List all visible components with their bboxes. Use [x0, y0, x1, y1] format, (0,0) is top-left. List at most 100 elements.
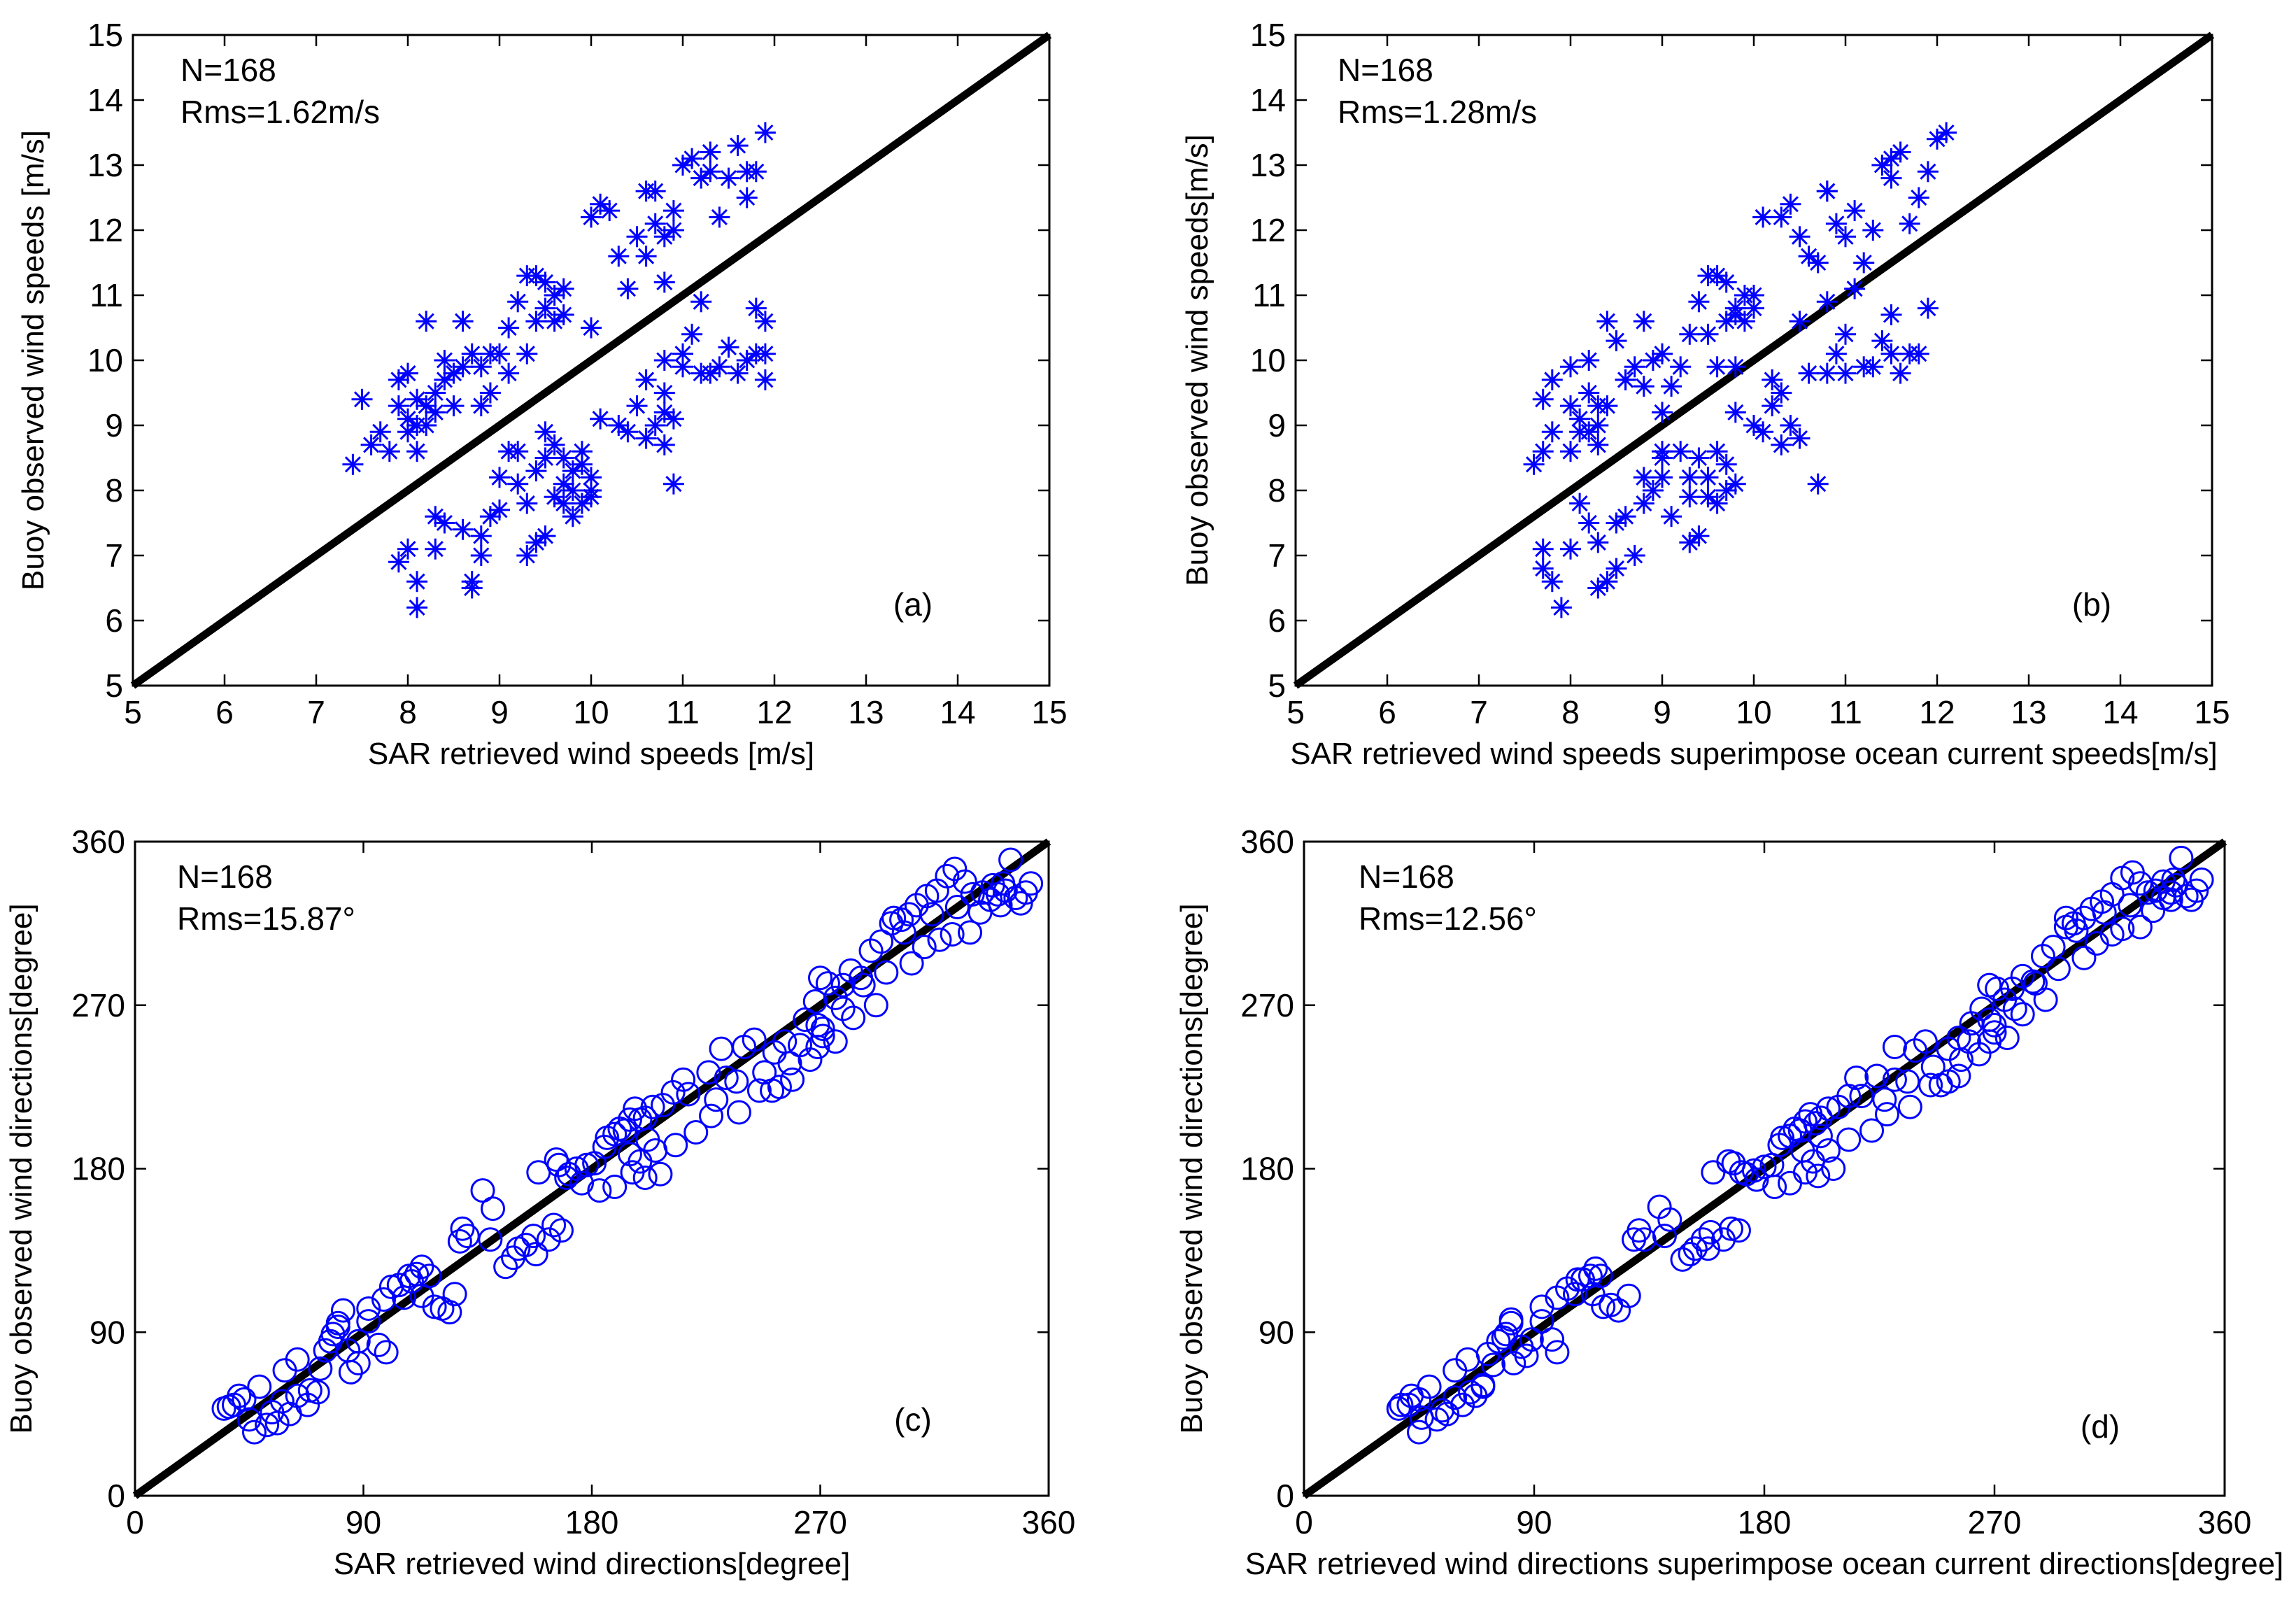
- data-point: [2092, 900, 2117, 925]
- data-point: [808, 965, 832, 991]
- y-tick-label: 14: [87, 82, 123, 118]
- data-point: [617, 1142, 642, 1167]
- data-point: [554, 1165, 579, 1190]
- data-point: [1541, 571, 1563, 593]
- y-tick-label: 15: [87, 17, 123, 53]
- data-point: [1890, 362, 1911, 384]
- data-point: [507, 473, 529, 495]
- data-point: [2002, 996, 2027, 1021]
- data-point: [1918, 1072, 1943, 1098]
- data-point: [1780, 415, 1801, 436]
- data-point: [1545, 1340, 1570, 1365]
- data-point: [1443, 1385, 1468, 1410]
- data-point: [1008, 891, 1033, 916]
- data-point: [356, 1296, 381, 1321]
- data-point: [2084, 930, 2109, 956]
- y-tick-label: 360: [71, 823, 125, 860]
- data-point: [1570, 1267, 1595, 1292]
- data-point: [371, 1287, 397, 1312]
- data-point: [653, 350, 675, 371]
- data-point: [1864, 1063, 1890, 1089]
- data-point: [455, 1224, 480, 1249]
- data-point: [2064, 918, 2089, 943]
- data-point: [662, 473, 684, 495]
- data-point: [425, 402, 446, 423]
- data-point: [648, 1161, 673, 1187]
- rms-annotation: Rms=1.28m/s: [1338, 94, 1537, 130]
- y-tick-label: 11: [90, 277, 123, 313]
- data-point: [644, 415, 666, 436]
- panel-label: (b): [2072, 586, 2111, 623]
- data-point: [2118, 893, 2143, 918]
- y-axis-label: Buoy observed wind directions[degree]: [1175, 903, 1209, 1433]
- data-point: [1792, 1109, 1817, 1134]
- data-point: [1994, 1026, 2020, 1050]
- x-axis-label: SAR retrieved wind directions[degree]: [334, 1547, 851, 1581]
- data-point: [626, 226, 648, 248]
- data-point: [1789, 311, 1810, 332]
- data-point: [452, 311, 474, 332]
- data-point: [1652, 467, 1673, 488]
- data-point: [683, 1120, 709, 1145]
- data-point: [1771, 206, 1792, 228]
- data-point: [672, 343, 693, 364]
- data-point: [1652, 1224, 1677, 1249]
- data-point: [525, 311, 547, 332]
- data-point: [378, 441, 400, 462]
- data-point: [330, 1298, 355, 1323]
- data-point: [709, 356, 730, 378]
- data-point: [718, 167, 739, 189]
- data-point: [1825, 343, 1847, 364]
- data-point: [2099, 921, 2125, 947]
- data-point: [663, 1133, 688, 1158]
- data-point: [1587, 532, 1609, 553]
- data-point: [2161, 868, 2186, 893]
- data-point: [461, 343, 483, 364]
- data-point: [1633, 493, 1654, 514]
- data-point: [700, 161, 721, 183]
- y-tick-label: 10: [87, 342, 123, 378]
- data-point: [1560, 356, 1581, 378]
- data-point: [2020, 969, 2046, 994]
- data-point: [714, 1066, 739, 1091]
- data-point: [1652, 343, 1673, 364]
- data-point: [544, 1147, 569, 1173]
- data-point: [1615, 369, 1636, 390]
- data-point: [1706, 356, 1728, 378]
- data-point: [562, 506, 583, 528]
- data-point: [736, 350, 758, 371]
- data-point: [1880, 304, 1902, 325]
- data-point: [1780, 193, 1801, 215]
- data-point: [232, 1387, 257, 1412]
- y-tick-label: 360: [1240, 823, 1294, 860]
- data-point: [2189, 868, 2214, 893]
- data-point: [1697, 323, 1719, 345]
- data-point: [2141, 898, 2166, 923]
- data-point: [2127, 914, 2153, 940]
- data-point: [255, 1413, 280, 1438]
- data-point: [1545, 1285, 1570, 1310]
- data-point: [602, 1174, 628, 1199]
- data-point: [534, 421, 556, 443]
- data-point: [626, 395, 648, 417]
- data-point: [442, 1282, 467, 1307]
- data-point: [724, 1069, 749, 1094]
- data-point: [874, 960, 899, 985]
- data-point: [1844, 278, 1866, 299]
- data-point: [1696, 1236, 1721, 1261]
- x-tick-label: 8: [1561, 694, 1580, 730]
- sample-count-annotation: N=168: [180, 52, 276, 88]
- panel-label: (c): [894, 1401, 932, 1438]
- data-point: [523, 1242, 548, 1267]
- data-point: [662, 220, 684, 241]
- y-tick-label: 90: [90, 1314, 125, 1350]
- panel-label: (d): [2081, 1408, 2120, 1445]
- data-point: [236, 1407, 262, 1432]
- data-point: [1815, 1096, 1841, 1121]
- data-point: [1880, 343, 1902, 364]
- data-point: [815, 971, 840, 996]
- data-point: [590, 408, 611, 430]
- data-point: [1631, 1227, 1657, 1252]
- data-point: [534, 271, 556, 293]
- data-point: [1816, 180, 1838, 202]
